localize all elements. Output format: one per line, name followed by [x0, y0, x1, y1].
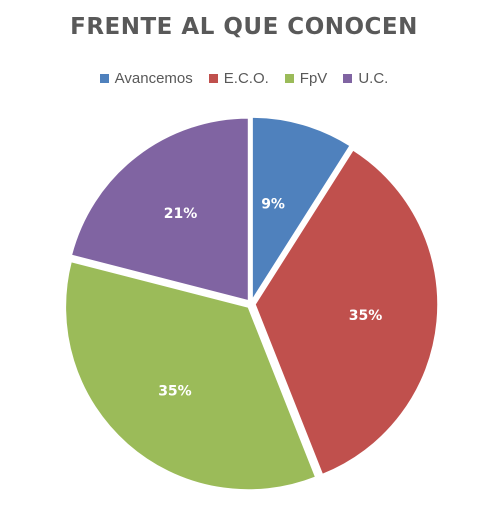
legend-swatch [99, 74, 109, 83]
legend-item-avancemos: Avancemos [99, 70, 193, 87]
data-label: 35% [349, 308, 383, 324]
legend-label: Avancemos [114, 70, 193, 87]
legend-swatch [208, 74, 218, 83]
data-label: 35% [158, 383, 192, 399]
slice-uc [70, 117, 250, 302]
slice-avancemos [251, 116, 352, 303]
legend-label: FpV [299, 70, 328, 87]
chart-title: FRENTE AL QUE CONOCEN [70, 14, 418, 40]
slice-fpv [64, 260, 317, 491]
legend-item-eco: E.C.O. [208, 70, 269, 87]
chart-legend: Avancemos E.C.O. FpV U.C. [0, 70, 488, 87]
data-label: 9% [261, 197, 285, 213]
data-label: 21% [164, 206, 198, 222]
legend-label: E.C.O. [223, 70, 269, 87]
legend-swatch [343, 74, 353, 83]
legend-swatch [284, 74, 294, 83]
slice-eco [254, 148, 439, 476]
legend-label: U.C. [358, 70, 389, 87]
legend-item-uc: U.C. [343, 70, 388, 87]
legend-item-fpv: FpV [284, 70, 328, 87]
